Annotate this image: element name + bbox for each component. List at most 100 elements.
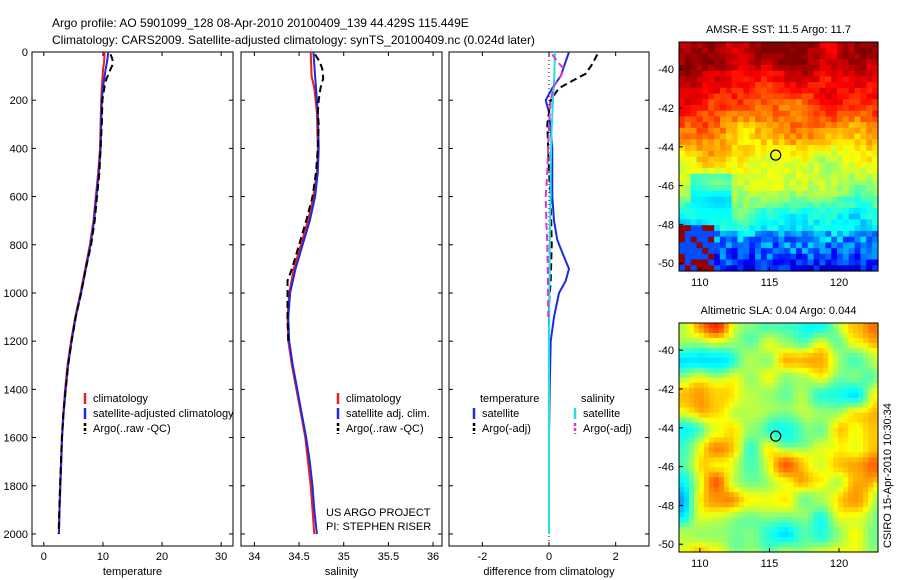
sst-map-cell	[848, 110, 856, 118]
sst-map-cell	[679, 150, 686, 158]
sst-map-cell	[825, 76, 832, 83]
sla-map-cell	[698, 482, 705, 488]
sla-map-cell	[698, 357, 705, 364]
sst-map-cell	[714, 156, 721, 163]
sla-map-cell	[843, 362, 849, 369]
sla-map-cell	[828, 397, 834, 404]
sst-map-cell	[807, 208, 815, 215]
sla-map-cell	[813, 517, 819, 523]
sst-map-cell	[778, 162, 785, 169]
difference-series-salinity-satellite	[548, 51, 556, 534]
sst-map-cell	[731, 42, 739, 49]
sla-map-cell	[783, 417, 790, 424]
sla-map-cell	[679, 447, 685, 454]
sla-map-cell	[843, 417, 849, 424]
sla-map-cell	[703, 332, 710, 339]
sla-map-cell	[698, 462, 705, 468]
sst-map-cell	[679, 122, 686, 129]
sst-map-cell	[790, 127, 797, 135]
sla-map-cell	[683, 467, 690, 473]
sst-map-cell	[755, 196, 762, 203]
sst-map-cell	[714, 110, 721, 118]
sst-map-cell	[679, 99, 686, 106]
sst-map-cell	[696, 202, 704, 209]
sla-map-cell	[853, 432, 859, 439]
sla-map-cell	[708, 527, 715, 533]
sla-map-cell	[818, 467, 824, 473]
sst-map-cell	[766, 167, 774, 175]
sst-map-cell	[737, 116, 744, 123]
sst-map-cell	[684, 59, 692, 66]
sla-map-cell	[858, 502, 864, 508]
temperature-series-argo-raw-qc-	[57, 54, 114, 535]
sla-map-cell	[773, 367, 780, 374]
sla-map-cell	[858, 407, 864, 414]
sla-map-cell	[848, 417, 854, 424]
sla-map-cell	[723, 452, 730, 459]
sla-map-cell	[763, 342, 770, 349]
sst-map-cell	[760, 248, 768, 255]
sla-map-cell	[679, 387, 685, 394]
sst-map-cell	[749, 208, 756, 215]
sla-map-cell	[793, 337, 799, 344]
sla-map-cell	[748, 347, 755, 354]
sst-map-cell	[719, 230, 727, 238]
sst-map-cell	[866, 76, 873, 83]
sst-map-cell	[807, 248, 815, 255]
sla-map-cell	[683, 427, 690, 434]
sst-map-cell	[784, 208, 791, 215]
sst-map-cell	[772, 127, 780, 135]
sla-map-cell	[718, 517, 725, 523]
sst-map-cell	[731, 213, 739, 221]
sla-map-cell	[868, 432, 874, 439]
sla-map-cell	[733, 452, 740, 459]
sla-map-cell	[778, 532, 785, 538]
sst-map-cell	[679, 219, 686, 226]
sla-map-cell	[763, 422, 770, 429]
sla-map-cell	[733, 412, 740, 419]
sla-map-cell	[713, 323, 720, 329]
sla-map-cell	[728, 482, 735, 488]
sst-map-cell	[702, 70, 709, 77]
sst-map-cell	[784, 230, 791, 238]
sla-map-cell	[733, 327, 740, 334]
sst-map-cell	[772, 236, 780, 243]
sst-map-cell	[796, 99, 803, 106]
sst-map-axes-box	[678, 41, 879, 272]
sst-map-cell	[719, 219, 727, 226]
sla-map-cell	[843, 492, 849, 498]
sla-map-cell	[873, 417, 879, 424]
sst-map-cell	[825, 208, 832, 215]
sla-map-cell	[818, 347, 824, 354]
sst-map-cell	[725, 253, 733, 261]
sla-map-cell	[833, 497, 839, 503]
sst-map-cell	[731, 110, 739, 118]
sst-map-cell	[690, 162, 698, 169]
sst-map-cell	[702, 42, 709, 49]
sla-map-cell	[688, 402, 695, 409]
sla-map-cell	[833, 382, 839, 389]
sla-map-cell	[743, 362, 750, 369]
sst-map-cell	[842, 47, 850, 55]
sla-map-cell	[868, 487, 874, 493]
sla-map-cell	[758, 387, 765, 394]
sst-map-cell	[696, 104, 704, 112]
sst-map-cell	[848, 259, 856, 266]
sst-map-cell	[714, 185, 721, 192]
sla-map-cell	[728, 462, 735, 468]
sst-map-cell	[696, 213, 704, 221]
sst-map-cell	[813, 265, 821, 272]
sla-map-cell	[798, 502, 804, 508]
sla-map-cell	[818, 387, 824, 394]
sst-map-cell	[801, 76, 809, 83]
sst-map-cell	[854, 122, 862, 129]
sst-map-cell	[679, 253, 686, 261]
sst-map-cell	[778, 208, 785, 215]
sst-map-cell	[807, 93, 815, 100]
temperature-ytick-label: 1400	[4, 384, 28, 396]
sla-map-cell	[763, 512, 770, 518]
sla-map-cell	[823, 502, 829, 508]
sst-map-cell	[842, 42, 850, 49]
salinity-xtick-label: 34	[248, 551, 260, 563]
sla-map-cell	[758, 467, 765, 473]
